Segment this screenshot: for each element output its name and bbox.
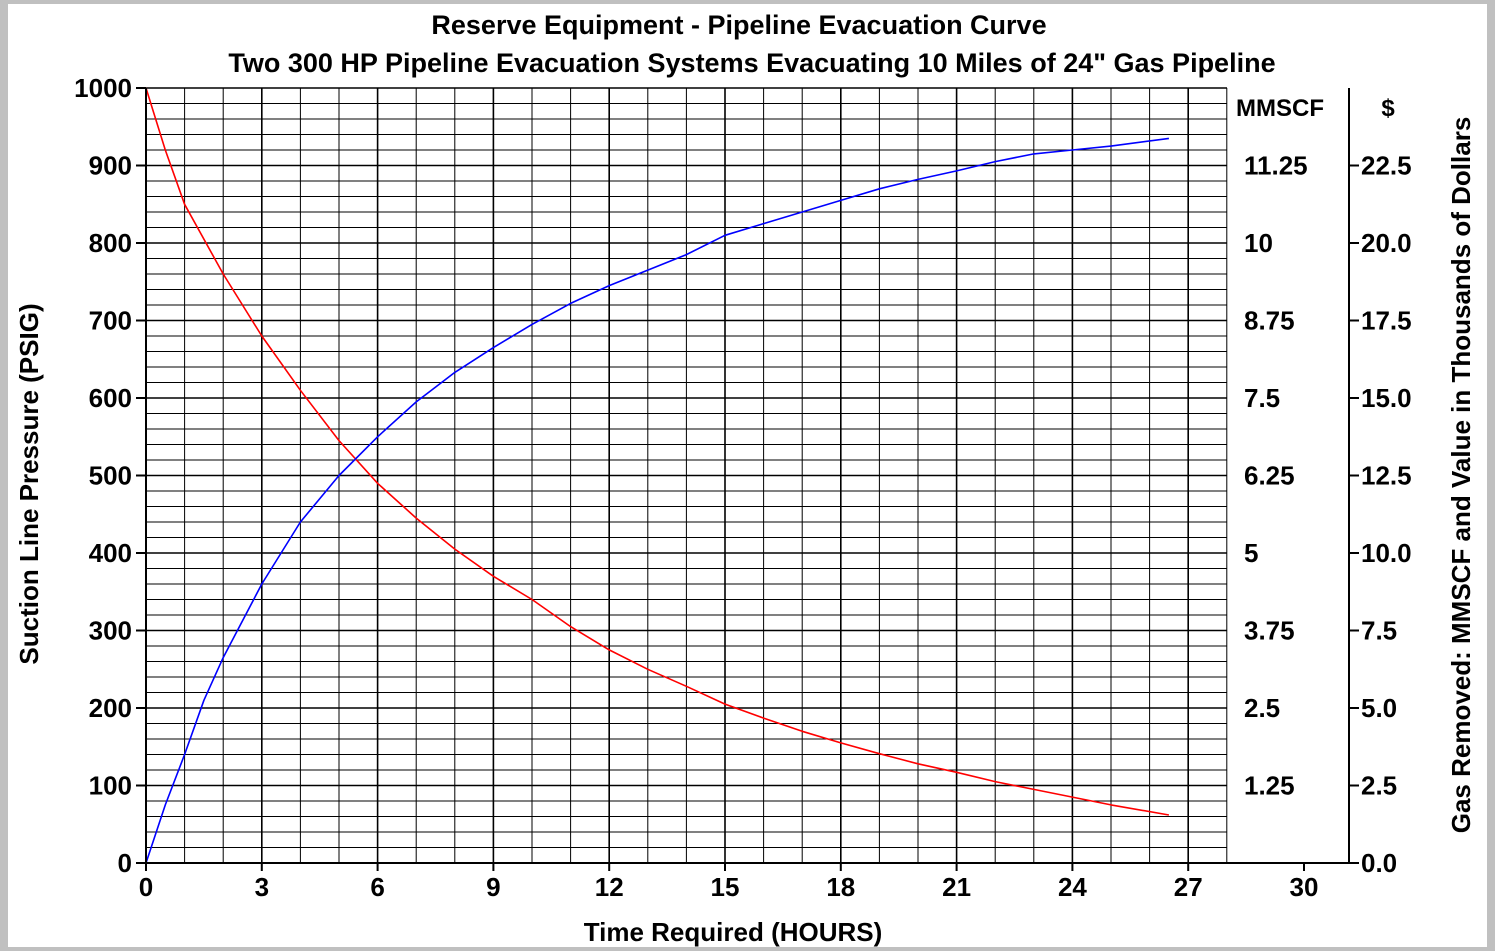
series-lines — [145, 87, 1170, 864]
dollar-tick-label: 7.5 — [1361, 616, 1397, 646]
x-tick-label: 9 — [486, 872, 500, 902]
y-axis-label: Suction Line Pressure (PSIG) — [14, 303, 44, 664]
dollar-header: $ — [1381, 95, 1395, 122]
dollar-tick-label: 2.5 — [1361, 771, 1397, 801]
mmscf-tick-label: 6.25 — [1244, 461, 1295, 491]
mmscf-tick-label: 10 — [1244, 228, 1273, 258]
x-tick-label: 27 — [1174, 872, 1203, 902]
y-tick-label: 600 — [89, 383, 132, 413]
x-tick-label: 6 — [370, 872, 384, 902]
chart-subtitle: Two 300 HP Pipeline Evacuation Systems E… — [228, 48, 1275, 78]
y-tick-label: 300 — [89, 616, 132, 646]
x-axis-label: Time Required (HOURS) — [584, 917, 883, 947]
mmscf-tick-label: 5 — [1244, 538, 1258, 568]
dollar-tick-label: 5.0 — [1361, 693, 1397, 723]
series-line-2 — [145, 137, 1170, 864]
x-tick-label: 24 — [1058, 872, 1087, 902]
x-tick-label: 30 — [1290, 872, 1319, 902]
dollar-tick-label: 0.0 — [1361, 848, 1397, 878]
y-tick-label: 400 — [89, 538, 132, 568]
x-tick-label: 15 — [711, 872, 740, 902]
mmscf-tick-label: 2.5 — [1244, 693, 1280, 723]
series-line-1 — [145, 87, 1170, 816]
x-tick-label: 12 — [595, 872, 624, 902]
chart-frame: Reserve Equipment - Pipeline Evacuation … — [8, 4, 1487, 947]
x-tick-label: 3 — [255, 872, 269, 902]
mmscf-tick-label: 7.5 — [1244, 383, 1280, 413]
y-tick-label: 800 — [89, 228, 132, 258]
y2-axis-label: Gas Removed: MMSCF and Value in Thousand… — [1446, 117, 1476, 834]
y-tick-label: 0 — [118, 848, 132, 878]
dollar-tick-label: 22.5 — [1361, 151, 1412, 181]
y-tick-label: 1000 — [74, 73, 132, 103]
dollar-tick-label: 15.0 — [1361, 383, 1412, 413]
mmscf-tick-label: 3.75 — [1244, 616, 1295, 646]
evacuation-chart: Reserve Equipment - Pipeline Evacuation … — [14, 10, 1476, 947]
grid — [146, 87, 1228, 863]
chart-title: Reserve Equipment - Pipeline Evacuation … — [431, 10, 1046, 40]
y-tick-label: 700 — [89, 306, 132, 336]
dollar-tick-label: 17.5 — [1361, 306, 1412, 336]
x-tick-label: 18 — [826, 872, 855, 902]
y-tick-label: 900 — [89, 151, 132, 181]
mmscf-tick-label: 8.75 — [1244, 306, 1295, 336]
mmscf-tick-label: 1.25 — [1244, 771, 1295, 801]
y-tick-label: 500 — [89, 461, 132, 491]
x-tick-label: 0 — [139, 872, 153, 902]
axes: 0 3 6 9 12 15 18 21 24 27 300100200300400500600700… — [74, 73, 1411, 902]
x-tick-label: 21 — [942, 872, 971, 902]
mmscf-header: MMSCF — [1236, 95, 1324, 122]
dollar-tick-label: 12.5 — [1361, 461, 1412, 491]
mmscf-tick-label: 11.25 — [1244, 151, 1308, 181]
y-tick-label: 100 — [89, 771, 132, 801]
dollar-tick-label: 20.0 — [1361, 228, 1412, 258]
dollar-tick-label: 10.0 — [1361, 538, 1412, 568]
y-tick-label: 200 — [89, 693, 132, 723]
